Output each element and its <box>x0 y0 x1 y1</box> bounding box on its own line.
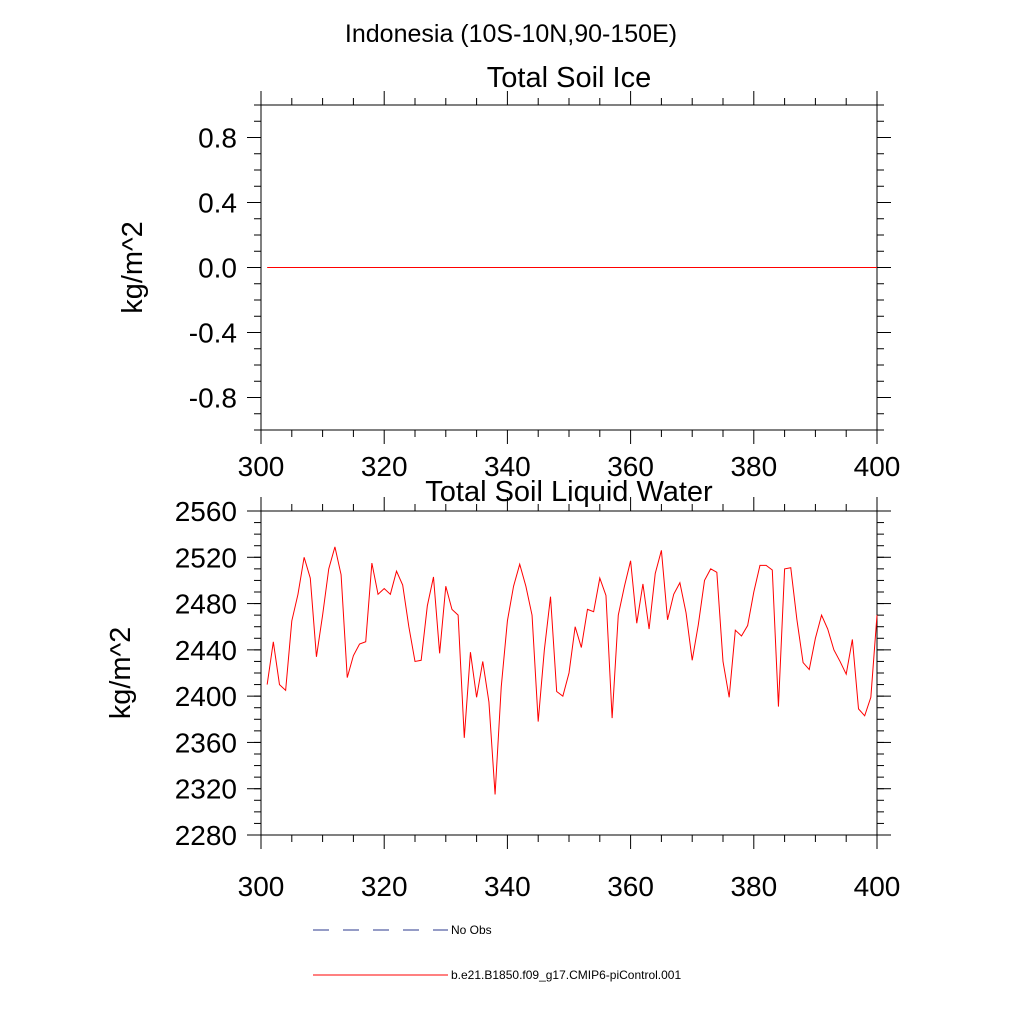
x-tick-label: 400 <box>854 451 901 482</box>
y-tick-label: -0.8 <box>189 383 237 414</box>
panel-total-soil-liquid-water: Total Soil Liquid Water kg/m^2 300 320 340… <box>105 476 900 902</box>
panel-title-soil-liquid-water: Total Soil Liquid Water <box>425 476 713 508</box>
x-tick-label: 380 <box>730 451 777 482</box>
y-tick-label: 2360 <box>175 727 237 758</box>
x-tick-label: 300 <box>238 451 285 482</box>
y-tick-label: 0.4 <box>198 188 237 219</box>
figure-title: Indonesia (10S-10N,90-150E) <box>345 20 677 48</box>
y-tick-label: 2560 <box>175 496 237 527</box>
y-tick-label: 0.0 <box>198 253 237 284</box>
x-tick-label: 340 <box>484 871 531 902</box>
legend-label-no-obs: No Obs <box>451 923 492 937</box>
x-tick-label: 380 <box>730 871 777 902</box>
series-line-model-run <box>266 546 878 795</box>
x-tick-label: 300 <box>238 871 285 902</box>
y-tick-label: 2440 <box>175 635 237 666</box>
y-tick-label: -0.4 <box>189 318 237 349</box>
y-axis-label-soil-ice: kg/m^2 <box>117 221 149 314</box>
y-tick-label: 2520 <box>175 542 237 573</box>
x-tick-label: 360 <box>607 451 654 482</box>
y-axis-label-soil-liquid-water: kg/m^2 <box>105 627 137 720</box>
legend-label-model-run: b.e21.B1850.f09_g17.CMIP6-piControl.001 <box>451 968 681 982</box>
y-tick-label: 0.8 <box>198 123 237 154</box>
legend: No Obs b.e21.B1850.f09_g17.CMIP6-piContr… <box>313 923 681 982</box>
panel-total-soil-ice: Total Soil Ice kg/m^2 300 320 340 360 380 400… <box>117 62 900 482</box>
y-tick-label: 2480 <box>175 589 237 620</box>
x-tick-label: 360 <box>607 871 654 902</box>
y-tick-label: 2280 <box>175 820 237 851</box>
x-tick-label: 400 <box>854 871 901 902</box>
x-tick-label: 340 <box>484 451 531 482</box>
x-tick-label: 320 <box>361 451 408 482</box>
y-tick-label: 2320 <box>175 774 237 805</box>
panel-title-soil-ice: Total Soil Ice <box>487 62 651 94</box>
y-tick-label: 2400 <box>175 681 237 712</box>
x-tick-label: 320 <box>361 871 408 902</box>
